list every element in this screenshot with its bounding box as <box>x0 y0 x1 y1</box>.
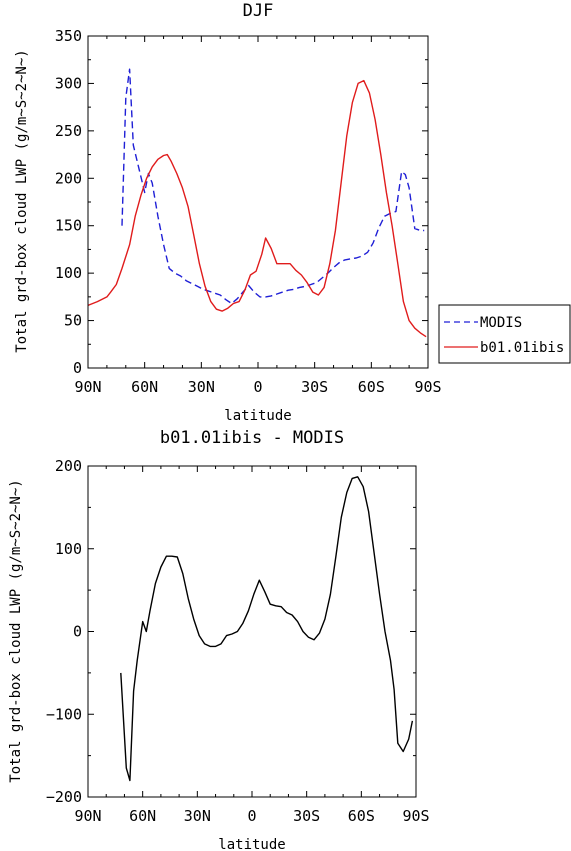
y-tick-label: 50 <box>64 312 82 330</box>
x-tick-label: 60S <box>348 807 375 825</box>
plot-frame <box>87 35 429 369</box>
x-tick-label: 90N <box>74 807 101 825</box>
y-tick-label: 0 <box>73 359 82 377</box>
series-line-b01-01ibis <box>87 79 427 338</box>
x-tick-label: 90S <box>414 378 441 396</box>
x-tick-label: 0 <box>253 378 262 396</box>
y-axis-label: Total grd-box cloud LWP (g/m~S~2~N~) <box>14 49 30 352</box>
y-tick-label: 0 <box>73 623 82 641</box>
y-tick-label: 150 <box>55 217 82 235</box>
x-tick-label: 90N <box>74 378 101 396</box>
x-tick-label: 60S <box>358 378 385 396</box>
x-tick-label: 30N <box>184 807 211 825</box>
y-tick-label: −100 <box>46 705 82 723</box>
x-axis-label: latitude <box>218 837 285 851</box>
x-tick-label: 30S <box>293 807 320 825</box>
y-tick-label: 300 <box>55 74 82 92</box>
series-line-modis <box>121 68 425 305</box>
x-tick-label: 60N <box>129 807 156 825</box>
legend-label-modis: MODIS <box>480 315 522 331</box>
legend: MODIS b01.01ibis <box>438 304 571 364</box>
y-tick-label: 200 <box>55 169 82 187</box>
y-tick-label: 350 <box>55 27 82 45</box>
x-axis-label: latitude <box>224 408 291 424</box>
y-tick-label: −200 <box>46 788 82 806</box>
x-tick-label: 90S <box>402 807 429 825</box>
y-tick-label: 200 <box>55 457 82 475</box>
plot-frame <box>87 465 417 798</box>
x-tick-label: 30N <box>188 378 215 396</box>
chart-djf: DJF latitude Total grd-box cloud LWP (g/… <box>14 1 442 424</box>
y-tick-label: 100 <box>55 540 82 558</box>
x-tick-label: 0 <box>247 807 256 825</box>
x-tick-label: 30S <box>301 378 328 396</box>
series-line-series-0 <box>120 476 414 782</box>
chart-title: DJF <box>243 1 274 21</box>
y-axis-label: Total grd-box cloud LWP (g/m~S~2~N~) <box>8 479 24 782</box>
legend-box <box>438 304 571 364</box>
y-tick-label: 250 <box>55 122 82 140</box>
legend-label-b01-01ibis: b01.01ibis <box>480 340 564 356</box>
y-tick-label: 100 <box>55 264 82 282</box>
chart-title: b01.01ibis - MODIS <box>160 428 344 448</box>
x-tick-label: 60N <box>131 378 158 396</box>
chart-difference: b01.01ibis - MODIS latitude Total grd-bo… <box>8 428 430 851</box>
